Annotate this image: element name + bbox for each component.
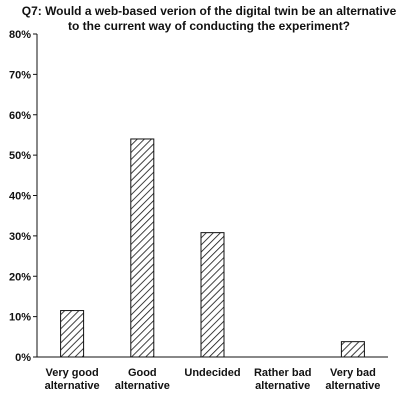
x-category-label: Very bad [330,367,376,379]
bars [60,138,365,358]
chart-title-line-1: Q7: Would a web-based verion of the digi… [22,4,397,18]
y-tick-label: 40% [9,191,31,203]
x-axis-labels: Very goodalternativeGoodalternativeUndec… [45,367,381,392]
chart-title-line-2: to the current way of conducting the exp… [68,19,350,33]
x-category-label: alternative [45,380,100,392]
bar [200,232,225,358]
x-category-label: Rather bad [254,367,311,379]
y-tick-label: 60% [9,110,31,122]
y-axis-ticks: 0% 10% 20% 30% 40% 50% 60% 70% 80% [9,29,37,364]
x-category-label: Undecided [184,367,240,379]
bar [340,341,365,358]
x-category-label: Very good [46,367,99,379]
x-category-label: alternative [325,380,380,392]
x-category-label: alternative [115,380,170,392]
y-tick-label: 0% [15,352,31,364]
y-tick-label: 10% [9,312,31,324]
bar [130,138,155,358]
x-category-label: alternative [255,380,310,392]
y-tick-label: 50% [9,150,31,162]
x-category-label: Good [128,367,157,379]
y-tick-label: 30% [9,231,31,243]
bar [60,310,85,358]
y-tick-label: 20% [9,271,31,283]
y-tick-label: 80% [9,29,31,41]
y-tick-label: 70% [9,69,31,81]
